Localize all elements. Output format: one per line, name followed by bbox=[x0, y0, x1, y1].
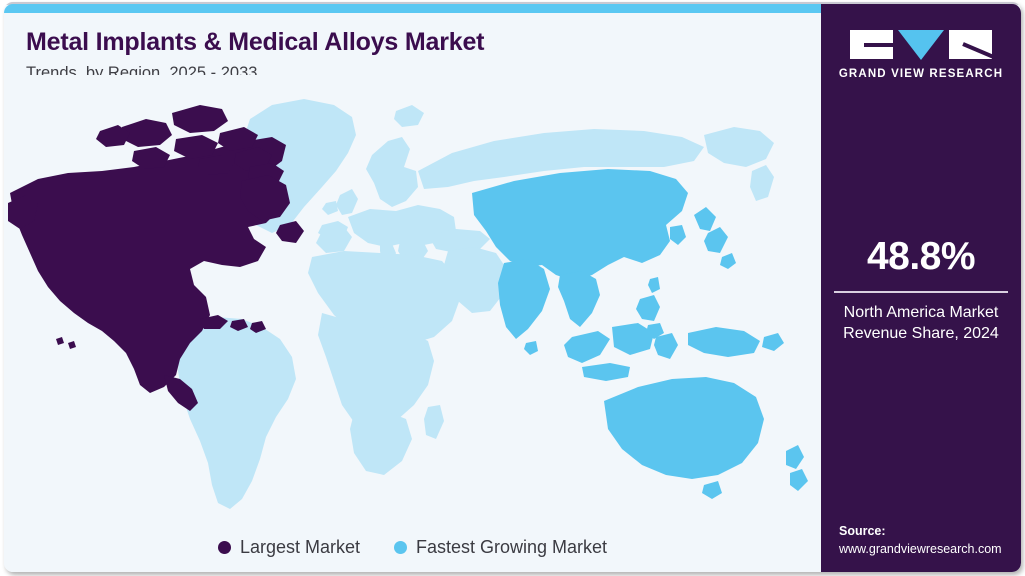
world-map bbox=[4, 75, 821, 515]
stat-block: 48.8% North America Market Revenue Share… bbox=[821, 237, 1021, 344]
map-region-asia-pacific bbox=[472, 169, 808, 499]
logo-letter-g-icon bbox=[850, 30, 893, 59]
source-block: Source: www.grandviewresearch.com bbox=[839, 522, 1019, 558]
legend-label: Largest Market bbox=[239, 537, 360, 557]
logo-triangle-v-icon bbox=[898, 30, 944, 60]
stat-label-line-2: Revenue Share, 2024 bbox=[843, 325, 999, 343]
legend-item-fastest-growing-market: Fastest Growing Market bbox=[394, 537, 607, 558]
grand-view-research-logo: GRAND VIEW RESEARCH bbox=[821, 30, 1021, 80]
map-panel: Metal Implants & Medical Alloys Market T… bbox=[4, 13, 821, 572]
card-top-hairline bbox=[4, 2, 1021, 5]
top-accent-bar bbox=[4, 4, 821, 13]
legend-label: Fastest Growing Market bbox=[416, 537, 608, 557]
infographic-card: Metal Implants & Medical Alloys Market T… bbox=[4, 2, 1021, 572]
world-map-svg bbox=[4, 75, 821, 515]
map-region-north-america bbox=[8, 105, 304, 411]
dot-icon bbox=[394, 541, 407, 554]
source-url[interactable]: www.grandviewresearch.com bbox=[839, 541, 1002, 556]
legend-item-largest-market: Largest Market bbox=[217, 537, 360, 558]
stat-divider bbox=[834, 291, 1008, 293]
page-title: Metal Implants & Medical Alloys Market bbox=[26, 28, 485, 56]
dot-icon bbox=[217, 541, 231, 554]
stat-value: 48.8% bbox=[866, 235, 976, 278]
side-panel: GRAND VIEW RESEARCH 48.8% North America … bbox=[821, 4, 1021, 572]
stat-label-line-1: North America Market bbox=[843, 304, 999, 321]
logo-marks bbox=[821, 30, 1021, 60]
logo-wordmark: GRAND VIEW RESEARCH bbox=[838, 68, 1004, 80]
map-region-other bbox=[154, 99, 774, 509]
logo-letter-r-icon bbox=[949, 30, 992, 59]
source-label: Source: bbox=[839, 523, 886, 538]
map-legend: Largest Market Fastest Growing Market bbox=[4, 537, 821, 558]
